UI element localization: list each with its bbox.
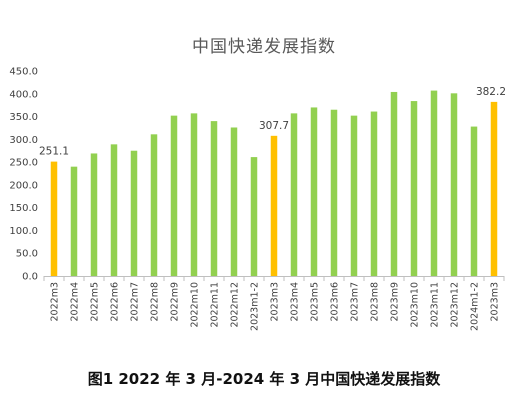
x-tick-label: 2023m8 <box>370 282 381 321</box>
bar <box>250 157 258 276</box>
chart-title: 中国快递发展指数 <box>192 37 336 57</box>
x-tick-label: 2023m12 <box>450 282 461 328</box>
data-label: 307.7 <box>259 120 289 132</box>
x-tick-label: 2023m1-2 <box>250 282 261 331</box>
bar <box>450 93 458 276</box>
x-tick-label: 2023m9 <box>390 282 401 321</box>
x-tick-label: 2022m12 <box>230 282 241 328</box>
x-tick-label: 2023m7 <box>350 282 361 321</box>
bar <box>410 101 418 276</box>
y-tick-label: 150.0 <box>9 203 38 214</box>
bar <box>350 115 358 277</box>
x-tick-label: 2023m3 <box>270 282 281 321</box>
bar <box>270 135 278 276</box>
data-label: 251.1 <box>39 146 69 158</box>
bar <box>390 91 398 276</box>
x-tick-label: 2022m9 <box>170 282 181 321</box>
x-tick-label: 2022m6 <box>110 282 121 321</box>
x-tick-label: 2022m3 <box>50 282 61 321</box>
x-tick-label: 2022m10 <box>190 282 201 328</box>
x-tick-label: 2024m1-2 <box>470 282 481 331</box>
bar <box>190 113 198 276</box>
bar <box>110 144 118 276</box>
bar <box>330 109 338 276</box>
figure-caption: 图1 2022 年 3 月-2024 年 3 月中国快递发展指数 <box>87 370 441 388</box>
x-tick-label: 2023m10 <box>410 282 421 328</box>
y-tick-label: 100.0 <box>9 226 38 237</box>
x-tick-label: 2022m8 <box>150 282 161 321</box>
bar <box>170 115 178 277</box>
x-tick-label: 2023m4 <box>290 282 301 321</box>
bar <box>230 127 238 276</box>
y-tick-label: 450.0 <box>9 67 38 78</box>
y-tick-label: 250.0 <box>9 158 38 169</box>
bar <box>90 153 98 276</box>
x-tick-label: 2022m5 <box>90 282 101 321</box>
bar-chart: 0.0 50.0 100.0 150.0 200.0 250.0 300.0 350.0 400… <box>9 67 506 331</box>
y-tick-label: 400.0 <box>9 89 38 100</box>
bar <box>370 111 378 277</box>
bar <box>50 161 58 276</box>
y-tick-label: 200.0 <box>9 180 38 191</box>
y-tick-label: 50.0 <box>16 249 38 260</box>
bar <box>150 134 158 276</box>
bar <box>210 121 218 276</box>
x-tick-label: 2023m3 <box>490 282 501 321</box>
bar <box>290 113 298 276</box>
bar <box>70 166 78 276</box>
chart-container: 中国快递发展指数 0.0 50.0 100.0 150.0 200.0 250.0 300.… <box>9 37 506 331</box>
bar <box>130 150 138 276</box>
bar <box>470 126 478 276</box>
bar <box>430 90 438 276</box>
bar <box>310 107 318 276</box>
x-tick-label: 2023m6 <box>330 282 341 321</box>
x-tick-label: 2022m7 <box>130 282 141 321</box>
x-tick-label: 2022m4 <box>70 282 81 321</box>
y-tick-label: 0.0 <box>22 272 38 283</box>
x-tick-label: 2023m5 <box>310 282 321 321</box>
x-tick-label: 2022m11 <box>210 282 221 328</box>
bar <box>490 101 498 277</box>
y-tick-label: 350.0 <box>9 112 38 123</box>
data-label: 382.2 <box>476 86 506 98</box>
y-tick-label: 300.0 <box>9 135 38 146</box>
x-tick-label: 2023m11 <box>430 282 441 328</box>
